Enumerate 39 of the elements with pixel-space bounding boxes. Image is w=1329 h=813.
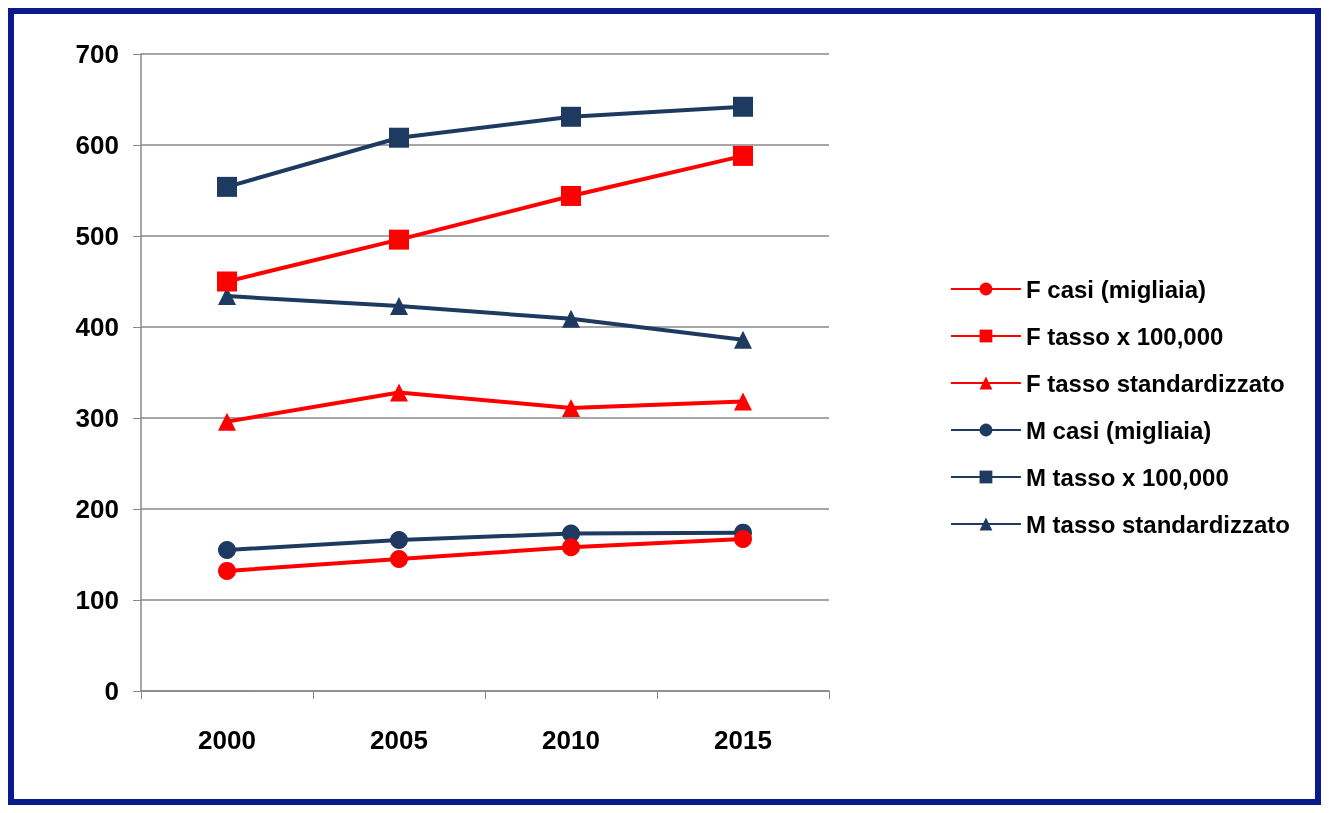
point — [218, 412, 236, 431]
legend-label: F tasso standardizzato — [1025, 369, 1285, 397]
legend-label: M tasso standardizzato — [1025, 510, 1290, 538]
point — [389, 127, 409, 148]
x-tick-label: 2005 — [370, 725, 428, 755]
y-tick-label: 500 — [75, 221, 119, 251]
point — [217, 271, 237, 292]
point — [733, 145, 753, 166]
point — [390, 530, 408, 549]
point — [562, 309, 580, 328]
y-tick-label: 400 — [75, 312, 119, 342]
point — [734, 530, 752, 549]
point — [562, 538, 580, 557]
point — [734, 330, 752, 349]
point — [217, 176, 237, 197]
point — [390, 383, 408, 402]
x-tick-label: 2010 — [542, 725, 600, 755]
point — [561, 185, 581, 206]
y-tick-label: 600 — [75, 130, 119, 160]
y-tick-label: 700 — [75, 39, 119, 69]
point — [390, 550, 408, 569]
legend-label: M tasso x 100,000 — [1025, 463, 1229, 491]
y-tick-label: 200 — [75, 494, 119, 524]
point — [733, 96, 753, 117]
point — [561, 106, 581, 127]
point — [734, 392, 752, 411]
point — [389, 229, 409, 250]
x-tick-label: 2000 — [198, 725, 256, 755]
legend-label: M casi (migliaia) — [1025, 416, 1212, 444]
point — [562, 398, 580, 417]
y-tick-label: 0 — [104, 676, 119, 706]
point — [390, 297, 408, 316]
y-tick-label: 300 — [75, 403, 119, 433]
point — [218, 561, 236, 580]
x-tick-label: 2015 — [714, 725, 772, 755]
legend-label: F casi (migliaia) — [1025, 275, 1207, 303]
point — [218, 540, 236, 559]
y-tick-label: 100 — [75, 585, 119, 615]
legend-label: F tasso x 100,000 — [1025, 322, 1224, 350]
